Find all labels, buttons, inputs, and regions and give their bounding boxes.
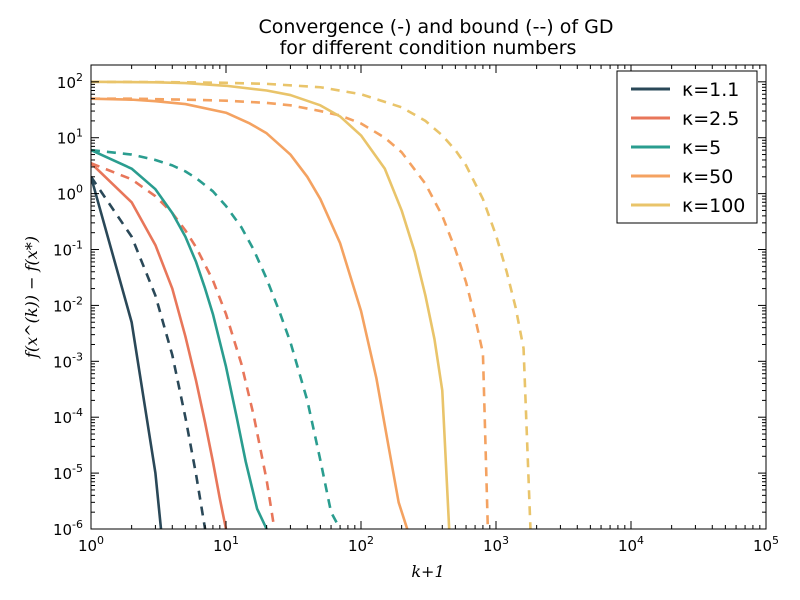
x-tick-label-0: 100 [78, 534, 104, 555]
y-tick-label-8: 10-6 [53, 518, 83, 539]
series-line-convergence-2 [91, 162, 228, 529]
series-line-convergence-8 [91, 80, 451, 529]
legend-label-4: κ=100 [682, 195, 745, 217]
x-tick-label-4: 104 [618, 534, 644, 555]
legend-label-0: κ=1.1 [682, 79, 739, 101]
y-tick-label-3: 10-1 [53, 239, 83, 260]
series-layer [91, 80, 532, 529]
y-tick-label-5: 10-3 [53, 350, 83, 371]
series-line-bound-7 [91, 97, 490, 529]
series-line-bound-1 [91, 176, 207, 529]
x-tick-label-1: 101 [213, 534, 239, 555]
y-tick-label-1: 101 [57, 127, 83, 148]
y-tick-label-7: 10-5 [53, 462, 83, 483]
y-tick-label-2: 100 [57, 183, 83, 204]
x-tick-label-5: 105 [753, 534, 779, 555]
legend-label-2: κ=5 [682, 137, 721, 159]
y-tick-label-6: 10-4 [53, 406, 83, 427]
series-line-convergence-0 [91, 176, 163, 529]
y-tick-label-4: 10-2 [53, 294, 83, 315]
chart-title: Convergence (-) and bound (--) of GD [259, 16, 614, 38]
legend-label-1: κ=2.5 [682, 108, 739, 130]
series-line-bound-9 [91, 80, 532, 529]
x-tick-label-2: 102 [348, 534, 374, 555]
series-line-convergence-4 [91, 148, 268, 529]
series-line-bound-3 [91, 162, 291, 529]
y-tick-label-0: 102 [57, 71, 83, 92]
x-tick-label-3: 103 [483, 534, 509, 555]
plot-frame [90, 64, 767, 530]
series-line-convergence-6 [91, 97, 409, 529]
legend-label-3: κ=50 [682, 166, 733, 188]
series-line-bound-5 [91, 148, 342, 529]
y-axis-label: f(x^(k)) − f(x*) [22, 236, 41, 359]
x-axis-label: k+1 [411, 562, 444, 581]
legend: κ=1.1 κ=2.5 κ=5 κ=50 κ=100 [616, 70, 758, 224]
chart-subtitle: for different condition numbers [280, 37, 577, 59]
